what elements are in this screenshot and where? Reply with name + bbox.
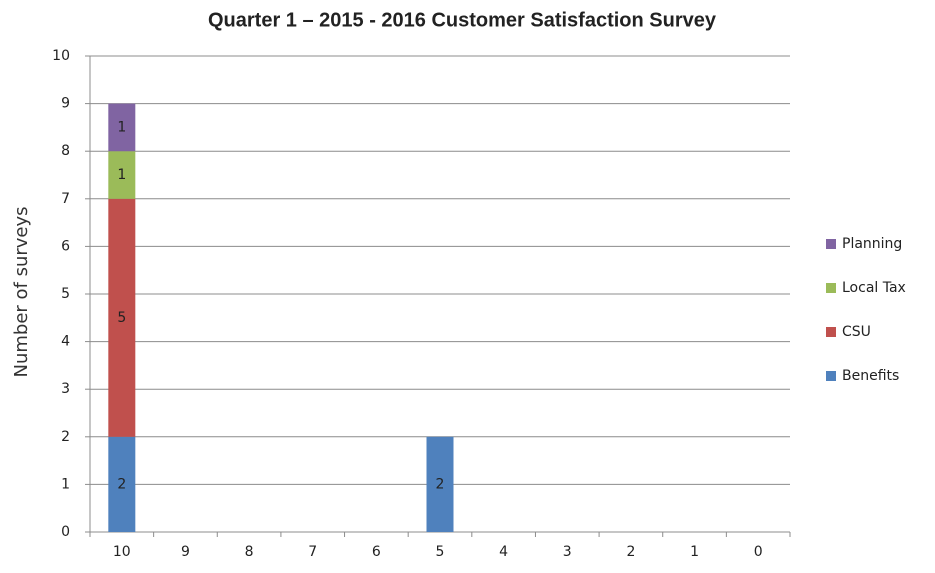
y-tick-label: 3	[61, 381, 70, 397]
y-tick-label: 9	[61, 96, 70, 112]
y-tick-label: 1	[61, 476, 70, 492]
x-tick-label: 4	[499, 544, 508, 560]
y-tick-label: 0	[61, 524, 70, 540]
legend-swatch	[826, 327, 836, 337]
x-tick-label: 3	[563, 544, 572, 560]
data-label: 2	[117, 476, 126, 492]
bar-segment	[108, 103, 136, 152]
x-tick-label: 10	[113, 544, 131, 560]
bar-segment	[108, 151, 136, 199]
bar-segment	[108, 436, 136, 532]
y-tick-label: 2	[61, 429, 70, 445]
data-label: 1	[117, 119, 126, 135]
legend-swatch	[826, 239, 836, 249]
legend-label: Planning	[842, 236, 902, 252]
x-tick-label: 6	[372, 544, 381, 560]
legend-label: CSU	[842, 324, 871, 340]
bar-segment	[426, 436, 454, 532]
data-label: 2	[436, 476, 445, 492]
y-tick-label: 6	[61, 238, 70, 254]
bar-segment	[108, 198, 136, 437]
legend-label: Benefits	[842, 368, 899, 384]
legend-swatch	[826, 283, 836, 293]
x-tick-label: 8	[245, 544, 254, 560]
y-tick-label: 7	[61, 191, 70, 207]
y-tick-label: 8	[61, 143, 70, 159]
legend-label: Local Tax	[842, 280, 906, 296]
y-axis-title: Number of surveys	[11, 206, 32, 377]
x-tick-label: 1	[690, 544, 699, 560]
x-tick-label: 5	[436, 544, 445, 560]
data-label: 1	[117, 167, 126, 183]
x-tick-label: 9	[181, 544, 190, 560]
legend-swatch	[826, 371, 836, 381]
y-tick-label: 10	[52, 48, 70, 64]
chart-title: Quarter 1 – 2015 - 2016 Customer Satisfa…	[208, 9, 717, 31]
data-label: 5	[117, 310, 126, 326]
y-tick-label: 4	[61, 334, 70, 350]
y-tick-label: 5	[61, 286, 70, 302]
x-tick-label: 7	[308, 544, 317, 560]
x-tick-label: 2	[626, 544, 635, 560]
x-tick-label: 0	[754, 544, 763, 560]
